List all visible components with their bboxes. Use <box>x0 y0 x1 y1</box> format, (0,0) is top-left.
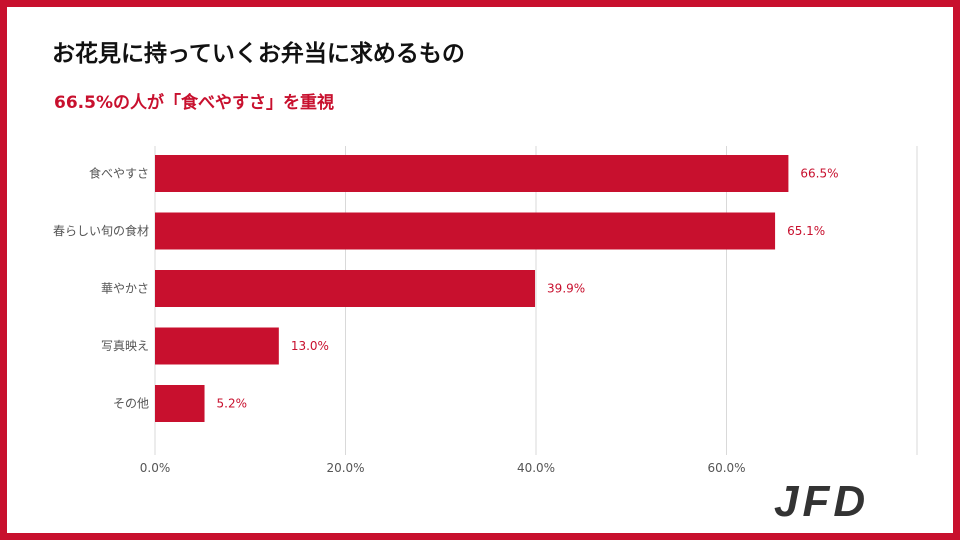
category-label: 華やかさ <box>101 282 149 296</box>
x-tick-label: 0.0% <box>140 461 171 475</box>
bar <box>155 212 776 250</box>
page-title: お花見に持っていくお弁当に求めるもの <box>52 41 465 67</box>
data-label: 65.1% <box>787 224 825 238</box>
category-label: 食べやすさ <box>89 166 149 181</box>
category-label: その他 <box>113 397 149 411</box>
x-tick-label: 40.0% <box>517 461 555 475</box>
data-label: 39.9% <box>547 282 585 296</box>
data-label: 13.0% <box>291 339 329 353</box>
bar <box>155 270 536 307</box>
bar <box>155 385 205 422</box>
logo-text: JFD <box>774 478 869 522</box>
jfd-logo: JFD <box>774 478 869 522</box>
data-label: 66.5% <box>800 167 838 181</box>
x-tick-label: 20.0% <box>326 461 364 475</box>
bar <box>155 327 279 365</box>
bar <box>155 155 789 192</box>
page-subtitle: 66.5%の人が「食べやすさ」を重視 <box>54 93 334 113</box>
x-tick-label: 60.0% <box>707 461 745 475</box>
data-label: 5.2% <box>217 397 248 411</box>
category-label: 春らしい旬の食材 <box>53 223 149 238</box>
category-label: 写真映え <box>101 339 149 353</box>
